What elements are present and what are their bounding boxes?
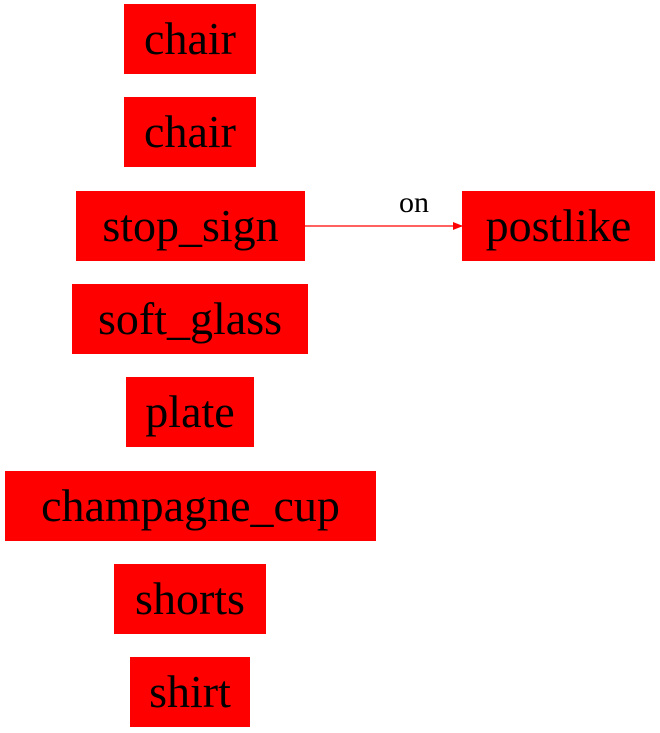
edge-label-on: on <box>399 186 429 219</box>
node-soft-glass: soft_glass <box>72 284 308 354</box>
node-chair-2: chair <box>124 97 256 167</box>
node-chair-1: chair <box>124 4 256 74</box>
node-shorts: shorts <box>114 564 266 634</box>
node-stop-sign: stop_sign <box>76 191 305 261</box>
node-plate: plate <box>126 377 254 447</box>
node-postlike: postlike <box>462 191 655 261</box>
node-champagne-cup: champagne_cup <box>5 471 376 541</box>
node-shirt: shirt <box>130 657 250 727</box>
